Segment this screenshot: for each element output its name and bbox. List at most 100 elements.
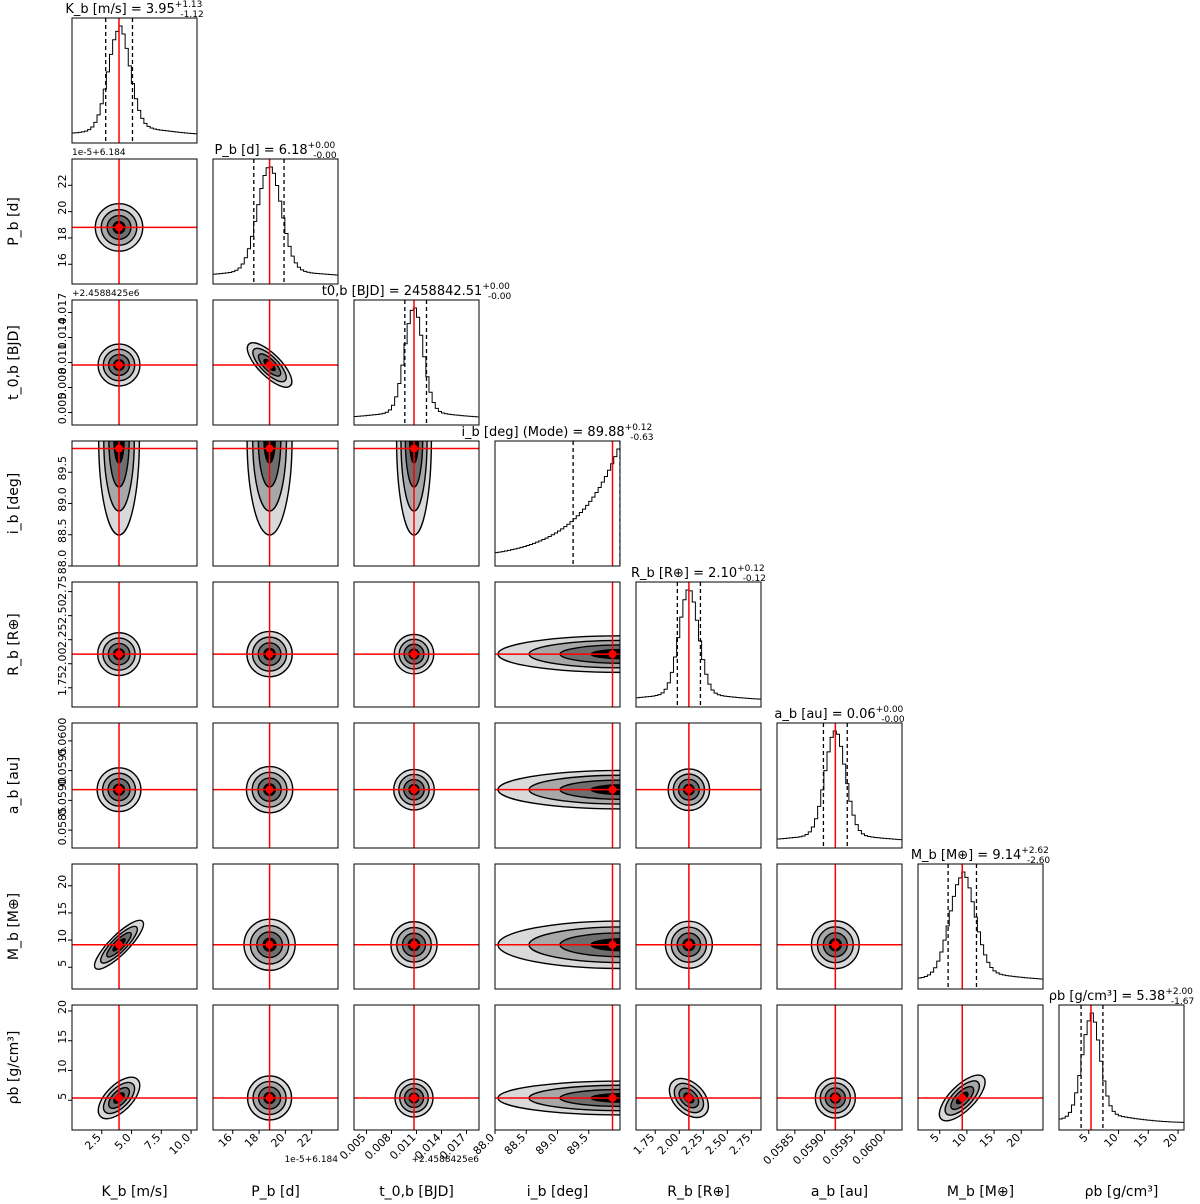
panel-P-vs-K: 16 18 20 22 P_b [d] 1e-5+6.184 [6, 148, 198, 285]
y-tick-label: 0.0590 [56, 777, 69, 816]
panel-frame [917, 1004, 1044, 1131]
diag-hist-t0: t0,b [BJD] = 2458842.51+0.00 -0.00 [322, 282, 511, 426]
panel-clip [72, 1005, 197, 1130]
title-plus-error: +0.00 [482, 282, 510, 292]
x-tick-label: 7.5 [142, 1131, 164, 1153]
truth-marker [265, 444, 274, 453]
y-tick-label: 0.0595 [56, 747, 69, 786]
panel-clip [636, 864, 761, 989]
title-value: i_b [deg] (Mode) = 89.88 [461, 425, 624, 440]
x-tick-label: 15 [1131, 1131, 1150, 1150]
y-tick-label: 0.008 [56, 368, 69, 400]
panel-frame [635, 581, 762, 708]
panel-clip [72, 300, 197, 425]
title-value: M_b [M⊕] = 9.14 [911, 848, 1021, 863]
x-axis-label: M_b [M⊕] [947, 1184, 1014, 1200]
x-tick-label: 10 [1102, 1131, 1121, 1150]
panel-frame [494, 722, 621, 849]
truth-marker [265, 650, 274, 659]
y-tick-label: 22 [56, 174, 69, 188]
title-minus-error: -0.00 [881, 715, 905, 725]
panel-title: M_b [M⊕] = 9.14+2.62 -2.60 [911, 846, 1051, 866]
panel-M-vs-P [212, 863, 339, 990]
panel-clip [495, 723, 620, 848]
histogram-step [354, 307, 479, 418]
y-tick-label: 89.0 [56, 487, 69, 512]
panel-i-vs-t0 [353, 440, 480, 567]
panel-frame [71, 17, 198, 144]
diag-hist-K: K_b [m/s] = 3.95+1.13 -1.12 [65, 0, 204, 144]
y-offset-label: +2.4588425e6 [72, 289, 140, 299]
histogram-step [495, 448, 620, 554]
y-axis-label: R_b [R⊕] [6, 613, 22, 675]
title-value: K_b [m/s] = 3.95 [65, 2, 174, 17]
panel-frame [494, 440, 621, 567]
panel-clip [495, 864, 620, 989]
panel-clip [354, 1005, 479, 1130]
panel-title: i_b [deg] (Mode) = 89.88+0.12 -0.63 [461, 423, 653, 443]
title-plus-error: +0.00 [308, 141, 336, 151]
panel-clip [213, 300, 338, 425]
panel-M-vs-t0 [353, 863, 480, 990]
x-tick-label: 2.50 [703, 1131, 730, 1158]
truth-marker [115, 361, 124, 369]
y-tick-label: 20 [56, 201, 69, 215]
truth-marker [265, 785, 274, 794]
panel-R-vs-t0 [353, 581, 480, 708]
y-tick-label: 0.005 [56, 393, 69, 425]
truth-marker [608, 1093, 617, 1102]
panel-clip [72, 723, 197, 848]
panel-clip [495, 582, 620, 707]
x-tick-label: 0.0585 [761, 1131, 797, 1167]
truth-marker [115, 650, 124, 659]
x-offset-label: 1e-5+6.184 [284, 1155, 338, 1165]
truth-marker [831, 1093, 840, 1102]
panel-frame [212, 581, 339, 708]
x-tick-label: 0.005 [337, 1131, 368, 1162]
truth-marker [608, 650, 617, 659]
panel-rho-vs-K: 5 10 15 20 ρb [g/cm³] 2.5 5.0 7.5 10.0 K_b [m/s] [6, 1000, 198, 1200]
y-tick-label: 2.25 [56, 623, 69, 648]
truth-marker [684, 785, 693, 794]
truth-marker [115, 1093, 124, 1102]
x-axis-label: K_b [m/s] [101, 1184, 167, 1200]
panel-frame [353, 440, 480, 567]
panel-frame [212, 158, 339, 285]
y-tick-label: 89.5 [56, 456, 69, 481]
x-tick-label: 10.0 [167, 1131, 194, 1158]
panel-clip [213, 723, 338, 848]
panel-clip [354, 723, 479, 848]
truth-marker [684, 940, 693, 949]
x-tick-label: 0.008 [362, 1131, 393, 1162]
histogram-step [777, 730, 902, 841]
y-axis-label: a_b [au] [6, 757, 22, 814]
panel-a-vs-P [212, 722, 339, 849]
x-tick-label: 5.0 [112, 1131, 134, 1153]
panel-i-vs-P [212, 440, 339, 567]
y-tick-label: 2.75 [56, 575, 69, 600]
panel-title: ρb [g/cm³] = 5.38+2.00 -1.67 [1049, 987, 1194, 1007]
panel-frame [494, 581, 621, 708]
panel-clip [213, 1005, 338, 1130]
y-axis-label: ρb [g/cm³] [6, 1031, 22, 1105]
y-offset-label: 1e-5+6.184 [72, 148, 126, 158]
diag-hist-M: M_b [M⊕] = 9.14+2.62 -2.60 [911, 846, 1051, 990]
diag-hist-R: R_b [R⊕] = 2.10+0.12 -0.12 [631, 564, 766, 708]
histogram-step [636, 589, 761, 700]
x-tick-label: 88.0 [471, 1131, 498, 1158]
x-axis-label: a_b [au] [811, 1184, 868, 1200]
y-tick-label: 10 [56, 929, 69, 943]
x-tick-label: 1.75 [631, 1131, 658, 1158]
panel-clip [636, 582, 761, 707]
x-axis-label: P_b [d] [251, 1184, 300, 1200]
panel-frame [353, 722, 480, 849]
panel-i-vs-K: 88.0 88.5 89.0 89.5 i_b [deg] [6, 440, 198, 574]
panel-frame [917, 863, 1044, 990]
panel-rho-vs-R: 1.752.002.252.502.75 R_b [R⊕] [631, 1004, 762, 1200]
y-tick-label: 1.75 [56, 672, 69, 697]
y-axis-label: M_b [M⊕] [6, 893, 22, 960]
y-tick-label: 2.50 [56, 599, 69, 624]
x-axis-label: i_b [deg] [527, 1184, 589, 1200]
